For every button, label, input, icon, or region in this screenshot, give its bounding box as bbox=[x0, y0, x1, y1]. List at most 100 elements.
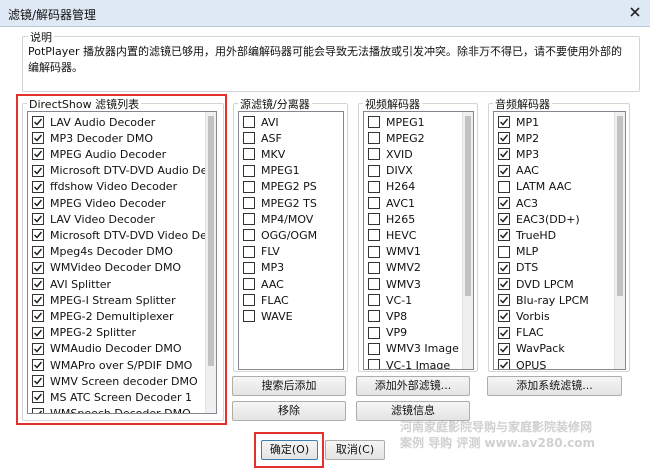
list-item[interactable]: LATM AAC bbox=[498, 179, 572, 195]
list-item[interactable]: WMSpeech Decoder DMO bbox=[32, 406, 191, 413]
button[interactable]: 滤镜信息 bbox=[356, 401, 470, 421]
list-item[interactable]: H265 bbox=[368, 211, 415, 227]
checkbox-checked[interactable] bbox=[32, 180, 44, 193]
button[interactable]: 添加外部滤镜... bbox=[356, 376, 470, 396]
checkbox-checked[interactable] bbox=[32, 310, 44, 323]
list-box[interactable]: AVI ASF MKV MPEG1 MPEG2 PS MPEG2 TS MP4/MOV OGG… bbox=[238, 111, 344, 370]
list-item[interactable]: AAC bbox=[498, 163, 539, 179]
checkbox[interactable] bbox=[368, 359, 380, 370]
list-item[interactable]: MPEG2 bbox=[368, 130, 425, 146]
list-item[interactable]: MKV bbox=[243, 146, 285, 162]
list-item[interactable]: LAV Video Decoder bbox=[32, 211, 155, 227]
close-button[interactable] bbox=[626, 3, 644, 21]
checkbox-checked[interactable] bbox=[32, 375, 44, 388]
list-item[interactable]: AVI bbox=[243, 114, 279, 130]
scrollbar[interactable] bbox=[614, 112, 625, 369]
checkbox-checked[interactable] bbox=[498, 261, 510, 274]
list-item[interactable]: DVD LPCM bbox=[498, 276, 574, 292]
list-item[interactable]: VC-1 Image bbox=[368, 357, 450, 370]
checkbox-checked[interactable] bbox=[498, 164, 510, 177]
list-item[interactable]: HEVC bbox=[368, 227, 416, 243]
list-item[interactable]: MP3 Decoder DMO bbox=[32, 130, 153, 146]
checkbox-checked[interactable] bbox=[32, 197, 44, 209]
list-item[interactable]: Blu-ray LPCM bbox=[498, 292, 589, 308]
checkbox[interactable] bbox=[368, 278, 380, 290]
list-item[interactable]: OPUS bbox=[498, 357, 546, 370]
checkbox[interactable] bbox=[368, 148, 380, 161]
list-item[interactable]: MP3 bbox=[498, 146, 539, 162]
checkbox[interactable] bbox=[368, 326, 380, 339]
checkbox-checked[interactable] bbox=[32, 326, 44, 339]
list-item[interactable]: FLV bbox=[243, 244, 280, 260]
scroll-thumb[interactable] bbox=[208, 116, 214, 366]
checkbox-checked[interactable] bbox=[498, 359, 510, 370]
checkbox[interactable] bbox=[368, 164, 380, 177]
list-item[interactable]: VP8 bbox=[368, 308, 407, 324]
checkbox-checked[interactable] bbox=[498, 132, 510, 145]
list-item[interactable]: FLAC bbox=[498, 325, 544, 341]
scroll-thumb[interactable] bbox=[465, 116, 471, 296]
list-item[interactable]: MP3 bbox=[243, 260, 284, 276]
checkbox[interactable] bbox=[368, 294, 380, 307]
checkbox-checked[interactable] bbox=[498, 342, 510, 355]
checkbox[interactable] bbox=[368, 197, 380, 209]
list-item[interactable]: H264 bbox=[368, 179, 415, 195]
list-box[interactable]: MP1 MP2 MP3 AAC LATM AAC AC3 EAC3(DD+) TrueHD ML… bbox=[493, 111, 626, 370]
checkbox-checked[interactable] bbox=[32, 213, 44, 226]
list-item[interactable]: MPEG2 PS bbox=[243, 179, 317, 195]
checkbox[interactable] bbox=[368, 261, 380, 274]
checkbox-checked[interactable] bbox=[32, 164, 44, 177]
list-item[interactable]: MP2 bbox=[498, 130, 539, 146]
checkbox[interactable] bbox=[243, 261, 255, 274]
checkbox[interactable] bbox=[243, 245, 255, 258]
list-item[interactable]: MP4/MOV bbox=[243, 211, 313, 227]
scroll-thumb[interactable] bbox=[617, 116, 623, 296]
checkbox-checked[interactable] bbox=[32, 359, 44, 371]
checkbox-checked[interactable] bbox=[32, 391, 44, 404]
list-item[interactable]: AVC1 bbox=[368, 195, 415, 211]
checkbox[interactable] bbox=[243, 116, 255, 128]
checkbox-checked[interactable] bbox=[32, 116, 44, 128]
list-item[interactable]: DTS bbox=[498, 260, 538, 276]
list-item[interactable]: MPEG2 TS bbox=[243, 195, 317, 211]
list-item[interactable]: Mpeg4s Decoder DMO bbox=[32, 244, 173, 260]
list-item[interactable]: MPEG-2 Splitter bbox=[32, 325, 136, 341]
list-item[interactable]: EAC3(DD+) bbox=[498, 211, 580, 227]
checkbox[interactable] bbox=[243, 164, 255, 177]
button[interactable]: 搜索后添加 bbox=[232, 376, 346, 396]
list-item[interactable]: WMV Screen decoder DMO bbox=[32, 373, 198, 389]
checkbox-checked[interactable] bbox=[32, 342, 44, 355]
scrollbar[interactable] bbox=[205, 112, 216, 413]
list-item[interactable]: Microsoft DTV-DVD Video Dec... bbox=[32, 227, 216, 243]
list-item[interactable]: WavPack bbox=[498, 341, 565, 357]
list-item[interactable]: AC3 bbox=[498, 195, 538, 211]
list-item[interactable]: MPEG-2 Demultiplexer bbox=[32, 308, 174, 324]
list-item[interactable]: WMV3 Image bbox=[368, 341, 459, 357]
checkbox[interactable] bbox=[368, 229, 380, 242]
checkbox-checked[interactable] bbox=[32, 245, 44, 258]
list-box[interactable]: MPEG1 MPEG2 XVID DIVX H264 AVC1 H265 HEVC WMV1 WM… bbox=[363, 111, 474, 370]
checkbox-checked[interactable] bbox=[498, 278, 510, 290]
checkbox-checked[interactable] bbox=[498, 213, 510, 226]
checkbox-checked[interactable] bbox=[32, 294, 44, 307]
checkbox[interactable] bbox=[368, 116, 380, 128]
list-item[interactable]: LAV Audio Decoder bbox=[32, 114, 155, 130]
list-item[interactable]: MPEG Audio Decoder bbox=[32, 146, 166, 162]
checkbox[interactable] bbox=[368, 213, 380, 226]
list-item[interactable]: Vorbis bbox=[498, 308, 550, 324]
list-item[interactable]: WMAPro over S/PDIF DMO bbox=[32, 357, 192, 373]
checkbox-checked[interactable] bbox=[498, 197, 510, 209]
checkbox[interactable] bbox=[368, 180, 380, 193]
list-item[interactable]: WMVideo Decoder DMO bbox=[32, 260, 181, 276]
checkbox[interactable] bbox=[243, 148, 255, 161]
checkbox-checked[interactable] bbox=[32, 278, 44, 290]
list-box[interactable]: LAV Audio Decoder MP3 Decoder DMO MPEG Aud… bbox=[27, 111, 217, 414]
checkbox-checked[interactable] bbox=[498, 148, 510, 161]
list-item[interactable]: MPEG1 bbox=[243, 163, 300, 179]
checkbox[interactable] bbox=[243, 132, 255, 145]
list-item[interactable]: MLP bbox=[498, 244, 538, 260]
ok-button[interactable]: 确定(O) bbox=[261, 440, 318, 460]
list-item[interactable]: MPEG-I Stream Splitter bbox=[32, 292, 176, 308]
list-item[interactable]: ASF bbox=[243, 130, 282, 146]
checkbox[interactable] bbox=[368, 132, 380, 145]
